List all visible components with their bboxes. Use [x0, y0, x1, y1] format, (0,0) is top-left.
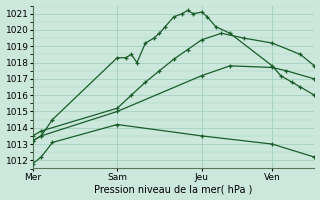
- X-axis label: Pression niveau de la mer( hPa ): Pression niveau de la mer( hPa ): [94, 184, 253, 194]
